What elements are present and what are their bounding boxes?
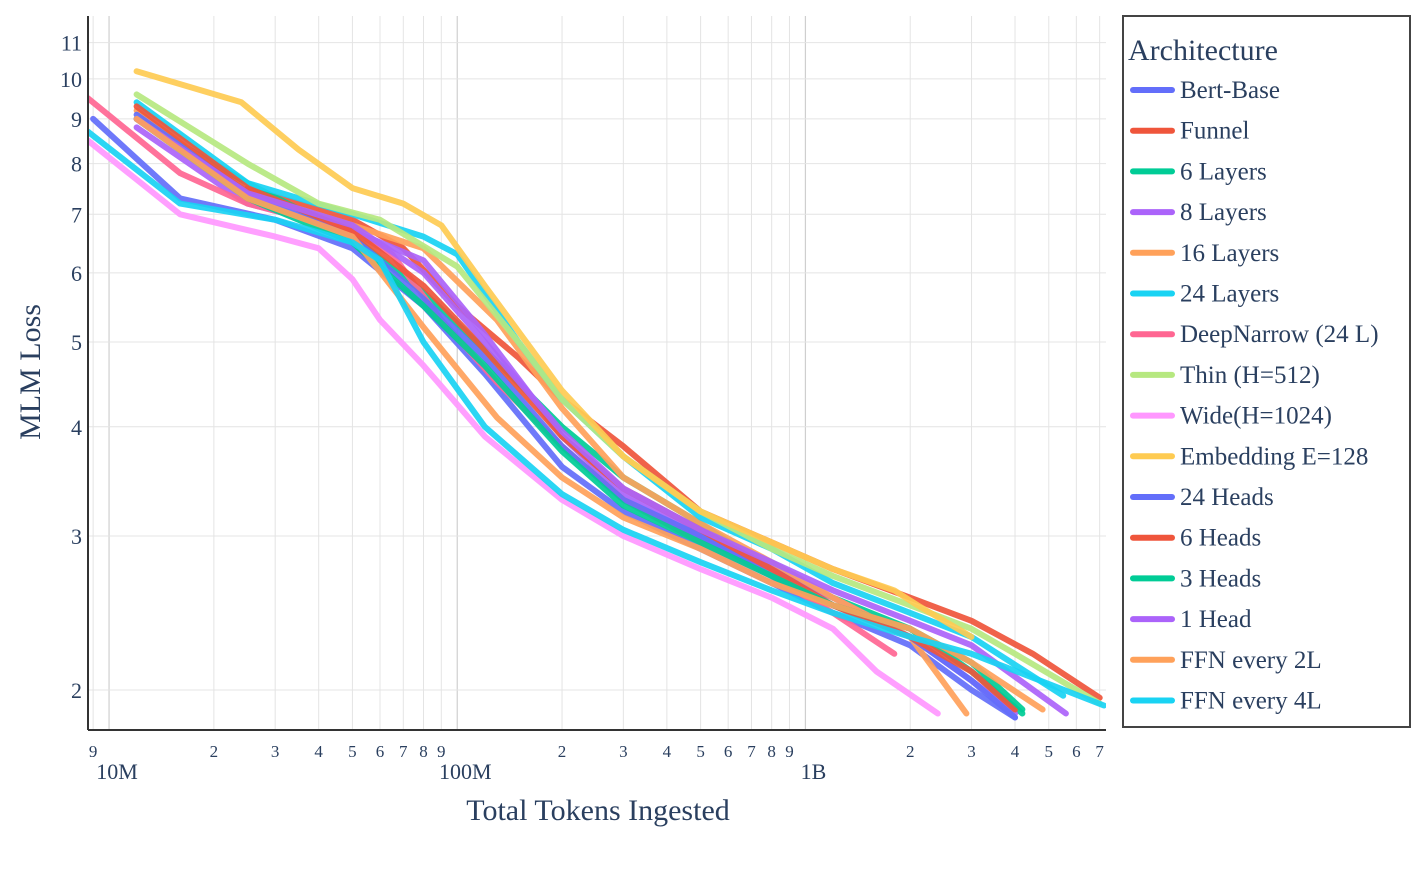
legend-label: 6 Heads: [1180, 525, 1261, 552]
plot-lines: [88, 68, 1106, 721]
x-minor-tick-label: 4: [663, 742, 672, 761]
series-line-10: [133, 68, 975, 640]
x-minor-tick-label: 5: [1045, 742, 1054, 761]
x-minor-tick-label: 6: [1072, 742, 1081, 761]
x-minor-tick-label: 9: [89, 742, 98, 761]
x-minor-tick-label: 2: [906, 742, 915, 761]
y-tick-label: 11: [61, 31, 82, 56]
legend-label: Funnel: [1180, 118, 1250, 145]
y-tick-label: 5: [71, 330, 82, 355]
x-major-tick-label: 10M: [96, 759, 138, 784]
series-line-9: [88, 137, 941, 717]
x-major-tick-label: 100M: [439, 759, 492, 784]
legend-label: FFN every 2L: [1180, 647, 1322, 674]
legend-box: [1122, 15, 1411, 728]
x-minor-tick-label: 8: [767, 742, 776, 761]
x-minor-tick-label: 5: [696, 742, 705, 761]
legend-label: 24 Heads: [1180, 484, 1274, 511]
x-minor-tick-label: 9: [437, 742, 446, 761]
x-minor-tick-label: 9: [785, 742, 794, 761]
legend-label: 3 Heads: [1180, 565, 1261, 592]
legend-label: FFN every 4L: [1180, 688, 1322, 715]
series-line-16: [88, 128, 1106, 709]
legend-label: 16 Layers: [1180, 240, 1279, 267]
series-line-15: [133, 115, 1046, 713]
x-minor-tick-label: 3: [619, 742, 628, 761]
legend-label: Thin (H=512): [1180, 362, 1320, 389]
series-line-14: [133, 115, 1069, 717]
legend: Architecture Bert-Base Funnel 6 Layers 8 La…: [1122, 15, 1411, 728]
legend-label: Embedding E=128: [1180, 443, 1368, 470]
x-minor-tick-label: 6: [376, 742, 385, 761]
legend-label: Wide(H=1024): [1180, 403, 1332, 430]
legend-label: 8 Layers: [1180, 199, 1267, 226]
y-tick-label: 10: [60, 67, 82, 92]
y-tick-label: 8: [71, 152, 82, 177]
x-minor-tick-label: 6: [724, 742, 733, 761]
y-tick-label: 2: [71, 678, 82, 703]
x-minor-tick-label: 8: [419, 742, 428, 761]
x-minor-tick-label: 7: [747, 742, 756, 761]
x-minor-tick-label: 4: [314, 742, 323, 761]
legend-label: 6 Layers: [1180, 158, 1267, 185]
x-minor-tick-label: 7: [1095, 742, 1104, 761]
y-tick-label: 4: [71, 415, 82, 440]
y-tick-label: 7: [71, 202, 82, 227]
y-tick-label: 6: [71, 261, 82, 286]
x-minor-tick-label: 4: [1011, 742, 1020, 761]
x-minor-tick-label: 2: [558, 742, 567, 761]
legend-label: 1 Head: [1180, 606, 1252, 633]
x-minor-tick-label: 5: [348, 742, 357, 761]
legend-label: DeepNarrow (24 L): [1180, 321, 1379, 348]
legend-title: Architecture: [1128, 34, 1278, 67]
x-minor-tick-label: 3: [967, 742, 976, 761]
x-minor-tick-label: 7: [399, 742, 408, 761]
x-minor-tick-label: 2: [210, 742, 219, 761]
y-tick-label: 9: [71, 107, 82, 132]
x-minor-tick-label: 3: [271, 742, 280, 761]
legend-label: Bert-Base: [1180, 77, 1280, 104]
x-major-tick-label: 1B: [801, 759, 827, 784]
y-axis-title: MLM Loss: [14, 304, 47, 440]
legend-label: 24 Layers: [1180, 281, 1279, 308]
y-tick-label: 3: [71, 524, 82, 549]
x-axis-title: Total Tokens Ingested: [466, 794, 730, 827]
